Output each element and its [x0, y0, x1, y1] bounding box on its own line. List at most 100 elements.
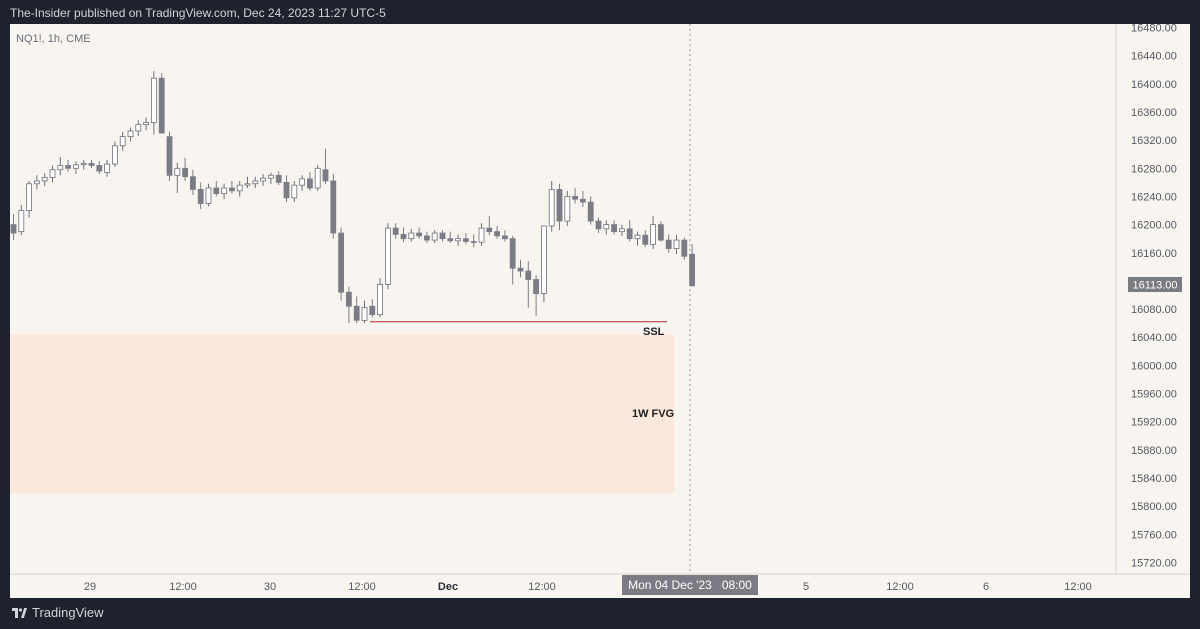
candle-body	[634, 234, 641, 240]
candle-body	[18, 210, 25, 233]
price-tick-label: 16040.00	[1131, 332, 1177, 344]
candle-body	[252, 180, 259, 185]
candle-body	[283, 181, 290, 199]
candle-body	[595, 220, 602, 230]
candle-body	[260, 177, 267, 182]
candle-body	[681, 239, 688, 257]
candle-body	[26, 183, 33, 211]
time-tick-label: 12:00	[1064, 581, 1092, 593]
candle-body	[517, 267, 524, 272]
candle-body	[369, 305, 376, 316]
candle-body	[353, 305, 360, 321]
candle-body	[96, 165, 103, 172]
candle-body	[299, 178, 306, 186]
candle-body	[33, 180, 40, 185]
candle-body	[57, 165, 64, 171]
candle-body	[306, 178, 313, 189]
time-tick-label: 12:00	[528, 581, 556, 593]
candle-body	[423, 235, 430, 241]
candle-body	[197, 189, 204, 204]
candle-body	[182, 167, 189, 178]
candle-body	[330, 180, 337, 234]
candle-body	[205, 187, 212, 204]
candle-body	[408, 232, 415, 240]
fvg-zone	[10, 334, 674, 494]
price-tick-label: 16080.00	[1131, 304, 1177, 316]
last-price-label: 16113.00	[1132, 280, 1177, 292]
symbol-legend[interactable]: NQ1!, 1h, CME	[16, 33, 91, 45]
candle-body	[135, 124, 142, 132]
candle-body	[611, 224, 617, 233]
price-tick-label: 16160.00	[1131, 248, 1177, 260]
candle-body	[221, 187, 228, 195]
candle-body	[112, 145, 118, 165]
time-tick-label: 12:00	[886, 581, 914, 593]
candle-body	[236, 184, 243, 192]
candlestick-chart[interactable]: 1W FVG SSL 16480.00 16440.00 16400.00 16360…	[10, 24, 1190, 598]
candle-body	[150, 77, 157, 123]
candle-body	[10, 224, 17, 234]
candle-body	[447, 238, 454, 242]
price-tick-label: 16000.00	[1131, 360, 1177, 372]
candle-body	[689, 253, 695, 287]
time-tick-label: 5	[803, 581, 809, 593]
price-tick-label: 16440.00	[1131, 51, 1177, 63]
candle-body	[73, 164, 79, 169]
candle-body	[267, 174, 274, 179]
candle-body	[213, 187, 220, 195]
time-tick-label: 29	[84, 581, 96, 593]
candle-body	[291, 184, 298, 199]
crosshair-time-badge	[622, 575, 758, 595]
tradingview-logo[interactable]: TradingView	[12, 605, 104, 620]
chart-area[interactable]: 1W FVG SSL 16480.00 16440.00 16400.00 16360…	[10, 24, 1190, 598]
candle-body	[665, 239, 672, 249]
candle-body	[244, 183, 251, 186]
candle-body	[322, 169, 329, 182]
candle-body	[587, 201, 594, 222]
price-tick-label: 15880.00	[1131, 445, 1177, 457]
candle-body	[384, 227, 391, 285]
candle-body	[642, 234, 649, 245]
candle-body	[439, 232, 446, 240]
candle-body	[88, 162, 95, 166]
candle-body	[158, 77, 165, 134]
candle-body	[556, 189, 563, 222]
candle-body	[338, 232, 345, 293]
candle-body	[509, 238, 516, 269]
candle-body	[377, 284, 384, 316]
price-tick-label: 15960.00	[1131, 389, 1177, 401]
candle-body	[572, 196, 578, 200]
fvg-label: 1W FVG	[632, 408, 674, 420]
candle-body	[119, 136, 126, 147]
candle-body	[564, 196, 571, 222]
candle-body	[49, 169, 56, 178]
time-tick-label: 12:00	[169, 581, 197, 593]
price-tick-label: 15840.00	[1131, 473, 1177, 485]
candle-body	[494, 231, 501, 237]
candle-body	[392, 227, 399, 235]
candle-body	[626, 228, 633, 240]
candle-body	[650, 224, 656, 245]
price-axis-ticks: 16480.00 16440.00 16400.00 16360.00 16320.00…	[1131, 24, 1177, 570]
candle-body	[65, 165, 71, 169]
candle-body	[41, 177, 48, 182]
price-tick-label: 15760.00	[1131, 529, 1177, 541]
candle-body	[580, 198, 586, 203]
candle-body	[478, 227, 485, 243]
crosshair-time-label: Mon 04 Dec '23 08:00	[628, 578, 752, 592]
candle-body	[619, 228, 625, 233]
time-axis-ticks: 29 12:00 30 12:00 Dec 12:00 5 12:00 6 12:00	[84, 581, 1092, 593]
candle-body	[143, 122, 150, 126]
price-tick-label: 16400.00	[1131, 79, 1177, 91]
candle-body	[525, 270, 532, 280]
publish-info: The-Insider published on TradingView.com…	[10, 6, 386, 20]
ssl-label: SSL	[643, 326, 665, 338]
tradingview-logo-icon	[12, 607, 27, 618]
candle-body	[166, 136, 173, 176]
price-tick-label: 16240.00	[1131, 191, 1177, 203]
candle-body	[228, 187, 235, 192]
price-tick-label: 16360.00	[1131, 107, 1177, 119]
candle-body	[104, 163, 110, 173]
candle-body	[486, 227, 493, 233]
candle-body	[361, 307, 368, 321]
